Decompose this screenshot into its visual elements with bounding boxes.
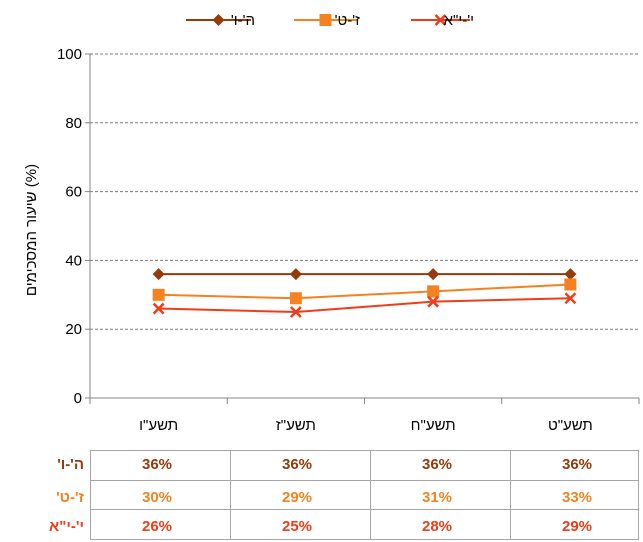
series-1-point-1 <box>289 292 302 305</box>
table-cell: 33% <box>561 489 593 506</box>
table-vline-0 <box>90 450 91 540</box>
series-line-2 <box>158 297 571 314</box>
x-tick-label-3: תשע"ט <box>548 417 593 434</box>
y-tick-label-20: 20 <box>65 321 82 338</box>
table-cell: 28% <box>421 518 453 535</box>
x-tick-label-0: תשע"ו <box>139 417 178 434</box>
series-0-point-0 <box>152 268 165 281</box>
table-vline-2 <box>370 450 371 540</box>
table-row-label: ה'-ו' <box>57 456 84 473</box>
table-hline-1 <box>90 480 639 481</box>
series-2-point-1-stroke-b <box>289 306 302 318</box>
series-1-point-3 <box>564 278 577 291</box>
table-vline-3 <box>510 450 511 540</box>
table-cell: 29% <box>281 489 313 506</box>
table-cell: 30% <box>141 489 173 506</box>
y-tick-label-60: 60 <box>65 184 82 201</box>
table-cell: 36% <box>141 456 173 473</box>
table-cell: 31% <box>421 489 453 506</box>
table-row: ה'-ו' 36% 36% 36% 36% <box>0 454 643 476</box>
gridlines <box>90 53 639 330</box>
series-2-point-0-stroke-b <box>152 302 165 315</box>
x-tick-label-2: תשע"ח <box>411 417 456 434</box>
series-1-point-2 <box>427 285 440 298</box>
table-vline-4 <box>638 450 639 540</box>
legend-marker-2 <box>434 14 447 26</box>
table-hline-3 <box>90 539 639 540</box>
table-cell: 29% <box>561 518 593 535</box>
legend-label-1: ז'-ט' <box>335 12 361 29</box>
table-row: ז'-ט' 30% 29% 31% 33% <box>0 487 643 509</box>
table-row: י'-י"א 26% 25% 28% 29% <box>0 516 643 538</box>
legend-marker-1 <box>319 14 332 26</box>
table-cell: 36% <box>421 456 453 473</box>
table-cell: 25% <box>281 518 313 535</box>
y-tick-label-100: 100 <box>57 46 82 63</box>
y-tick-label-40: 40 <box>65 252 82 269</box>
series-lines <box>152 268 577 318</box>
series-2-point-2-stroke-b <box>427 295 440 308</box>
table-hline-2 <box>90 509 639 510</box>
y-axis-title: שיעור המסכימים (%) <box>23 164 40 296</box>
table-hline-0 <box>90 450 639 451</box>
y-tick-label-80: 80 <box>65 115 82 132</box>
table-row-label: י'-י"א <box>49 518 84 535</box>
series-2-point-0 <box>152 302 165 315</box>
series-2-point-3 <box>564 292 577 305</box>
axes: 0 20 40 60 80 100 תשע"ו תשע"ז תשע"ח תשע"ט <box>57 46 640 434</box>
table-vline-1 <box>230 450 231 540</box>
series-1-point-0 <box>152 288 165 301</box>
series-0-point-2 <box>427 268 440 281</box>
line-chart: ה'-ו' ז'-ט' י'-י"א 0 20 40 60 80 100 תשע"ו תשע"ז ת… <box>23 12 640 434</box>
series-0-point-1 <box>289 268 302 281</box>
series-2-point-1 <box>289 306 302 318</box>
series-0-point-3 <box>564 268 577 281</box>
legend-marker-2-stroke-b <box>434 14 447 26</box>
table-row-label: ז'-ט' <box>56 489 84 506</box>
legend-label-0: ה'-ו' <box>231 12 255 29</box>
table-cell: 36% <box>281 456 313 473</box>
series-line-1 <box>158 283 571 300</box>
series-2-point-3-stroke-b <box>564 292 577 305</box>
table-cell: 36% <box>561 456 593 473</box>
y-tick-label-0: 0 <box>74 390 82 407</box>
x-tick-label-1: תשע"ז <box>276 417 316 434</box>
table-cell: 26% <box>141 518 173 535</box>
series-2-point-2 <box>427 295 440 308</box>
legend: ה'-ו' ז'-ט' י'-י"א <box>186 12 474 29</box>
legend-label-2: י'-י"א <box>444 12 474 29</box>
legend-marker-0 <box>212 14 225 26</box>
